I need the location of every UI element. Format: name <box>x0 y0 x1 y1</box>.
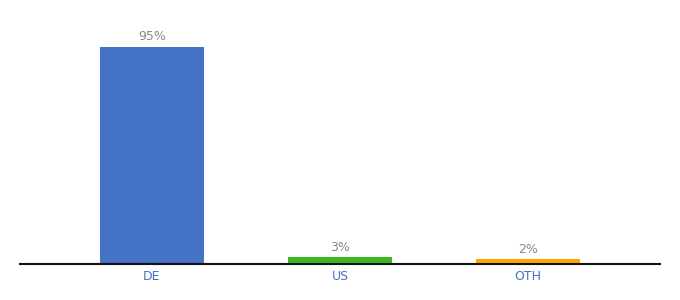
Bar <box>288 257 392 264</box>
Text: 3%: 3% <box>330 241 350 254</box>
Bar <box>101 47 204 264</box>
Text: 2%: 2% <box>518 243 538 256</box>
Text: 95%: 95% <box>138 30 166 44</box>
Bar <box>476 260 579 264</box>
